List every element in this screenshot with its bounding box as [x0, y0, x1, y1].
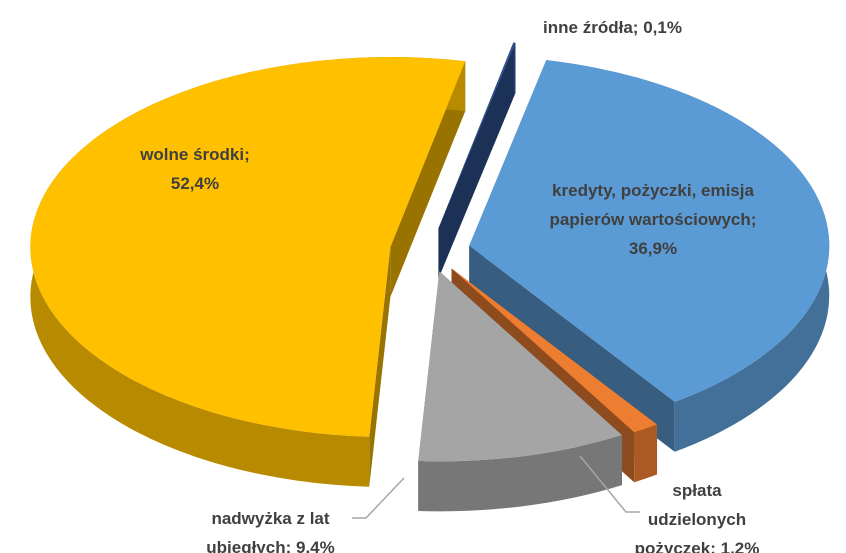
slice-side — [438, 42, 516, 279]
label-value: 9,4% — [296, 538, 335, 553]
label-value: 1,2% — [720, 539, 760, 553]
slice-wall — [513, 42, 516, 93]
slice — [438, 42, 516, 229]
data-label: wolne środki; 52,4% — [125, 140, 265, 198]
label-value: 36,9% — [628, 239, 678, 258]
label-value: 0,1% — [643, 18, 682, 37]
label-name: wolne środki; — [140, 145, 250, 164]
data-label: inne źródła; 0,1% — [505, 13, 720, 42]
label-name: spłata udzielonych pożyczek; — [634, 481, 747, 553]
slice — [469, 60, 830, 402]
label-name: kredyty, pożyczki, emisja papierów warto… — [549, 181, 757, 229]
slice — [30, 57, 466, 437]
slice-side — [390, 61, 466, 298]
leader-line — [579, 455, 640, 513]
slice — [418, 271, 622, 462]
slice-wall — [418, 435, 622, 512]
data-label: spłata udzielonych pożyczek; 1,2% — [622, 476, 772, 553]
slice-wall — [634, 424, 658, 483]
label-name: inne źródła; — [543, 18, 639, 37]
data-label: nadwyżka z lat ubiegłych; 9,4% — [183, 504, 358, 553]
slices — [30, 42, 830, 512]
data-label: kredyty, pożyczki, emisja papierów warto… — [548, 176, 758, 263]
label-value: 52,4% — [170, 174, 220, 193]
leader-line — [352, 477, 405, 519]
slice — [451, 268, 658, 433]
label-name: nadwyżka z lat ubiegłych; — [206, 509, 330, 553]
slice-side — [369, 247, 391, 487]
